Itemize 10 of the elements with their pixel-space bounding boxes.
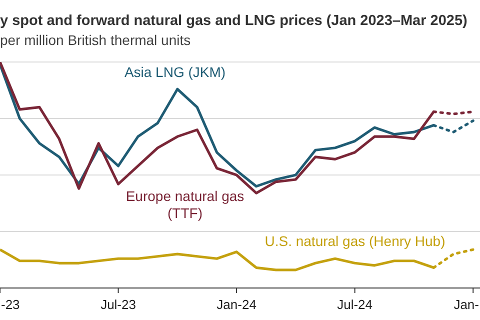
x-tick-label: Jan-24 [216,297,256,312]
series-label: U.S. natural gas (Henry Hub) [264,233,446,250]
chart-title: y spot and forward natural gas and LNG prices (Jan 2023–Mar 2025) [0,13,468,29]
x-tick-label: Jul-24 [337,297,373,312]
x-tick-label: Jul-23 [100,297,136,312]
series-label: Europe natural gas (TTF) [124,188,246,222]
x-tick-label: -23 [1,297,20,312]
x-tick-label: Jan- [454,297,479,312]
series-label: Asia LNG (JKM) [123,64,227,81]
chart-subtitle: per million British thermal units [0,32,191,48]
